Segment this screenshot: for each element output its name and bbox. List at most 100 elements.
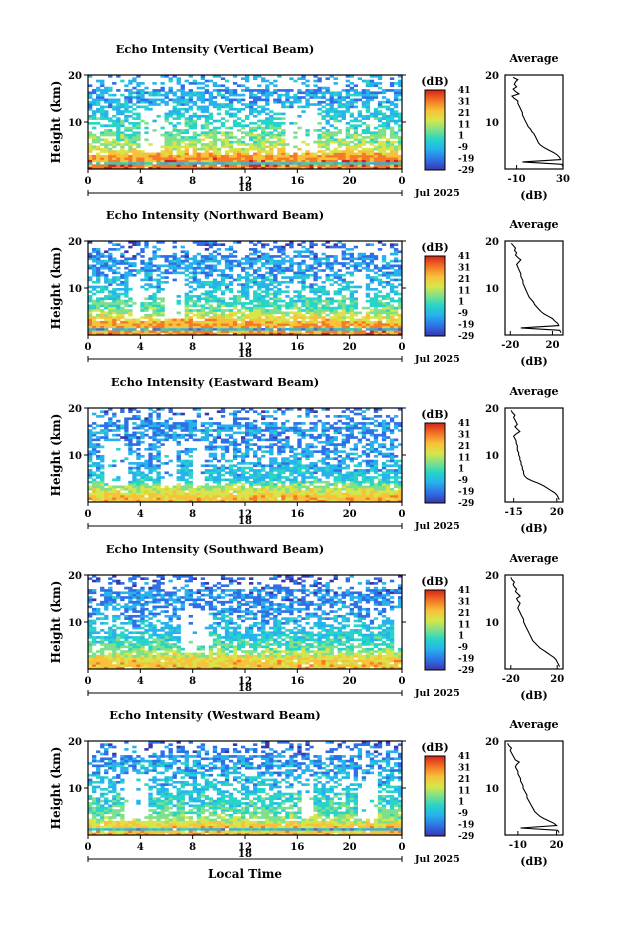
heatmap-cell [208, 295, 214, 298]
heatmap-cell [172, 129, 177, 132]
heatmap-cell [88, 276, 93, 279]
heatmap-cell [176, 143, 181, 146]
heatmap-cell [240, 140, 246, 144]
heatmap-cell [333, 313, 338, 317]
heatmap-cell [365, 79, 371, 83]
heatmap-cell [373, 164, 379, 167]
heatmap-cell [365, 129, 371, 132]
heatmap-cell [373, 327, 379, 331]
heatmap-cell [321, 499, 326, 503]
heatmap-cell [265, 93, 270, 97]
heatmap-cell [156, 457, 161, 460]
heatmap-cell [245, 150, 250, 153]
heatmap-cell [261, 490, 266, 493]
heatmap-cell [136, 126, 141, 130]
heatmap-cell [204, 152, 210, 156]
heatmap-cell [236, 241, 242, 244]
heatmap-cell [176, 311, 181, 315]
heatmap-cell [261, 145, 266, 149]
heatmap-cell [192, 126, 197, 130]
heatmap-cell [249, 316, 254, 319]
heatmap-cell [216, 152, 222, 156]
heatmap-cell [377, 100, 383, 104]
heatmap-cell [269, 133, 274, 137]
heatmap-cell [128, 166, 133, 170]
heatmap-cell [377, 478, 383, 482]
heatmap-cell [381, 122, 387, 125]
heatmap-cell [204, 79, 210, 83]
heatmap-cell [104, 143, 109, 146]
heatmap-cell [397, 93, 403, 97]
heatmap-cell [285, 313, 290, 317]
heatmap-cell [361, 138, 367, 142]
heatmap-cell [92, 91, 97, 95]
heatmap-cell [132, 273, 137, 277]
heatmap-cell [88, 117, 93, 120]
heatmap-cell [144, 483, 149, 486]
heatmap-cell [216, 471, 222, 475]
heatmap-cell [373, 464, 379, 468]
heatmap-cell [104, 91, 109, 95]
heatmap-cell [228, 98, 234, 102]
heatmap-cell [136, 494, 141, 498]
heatmap-cell [112, 292, 117, 296]
heatmap-cell [393, 250, 399, 254]
heatmap-cell [236, 152, 242, 156]
heatmap-cell [249, 157, 254, 160]
heatmap-cell [357, 157, 363, 160]
heatmap-cell [152, 285, 157, 289]
heatmap-cell [132, 117, 137, 120]
heatmap-cell [361, 492, 367, 496]
heatmap-cell [212, 492, 218, 496]
heatmap-cell [200, 100, 206, 104]
heatmap-cell [249, 122, 254, 125]
heatmap-cell [381, 327, 387, 331]
heatmap-cell [208, 122, 214, 125]
heatmap-cell [116, 295, 121, 298]
heatmap-cell [216, 285, 222, 289]
heatmap-cell [297, 243, 302, 246]
heatmap-cell [188, 276, 193, 279]
heatmap-cell [349, 124, 354, 127]
heatmap-cell [277, 131, 282, 135]
heatmap-cell [253, 323, 258, 326]
heatmap-cell [337, 490, 342, 493]
heatmap-cell [349, 478, 354, 482]
heatmap-cell [337, 466, 342, 470]
heatmap-cell [289, 473, 294, 477]
heatmap-cell [389, 313, 395, 317]
heatmap-cell [100, 478, 105, 482]
heatmap-cell [345, 166, 350, 170]
heatmap-cell [373, 84, 379, 88]
heatmap-cell [96, 302, 101, 305]
heatmap-cell [240, 257, 246, 261]
heatmap-cell [357, 269, 363, 272]
heatmap-cell [309, 299, 314, 303]
heatmap-cell [329, 306, 334, 310]
heatmap-cell [216, 112, 222, 116]
heatmap-cell [333, 316, 338, 319]
heatmap-cell [124, 119, 129, 123]
heatmap-cell [144, 306, 149, 310]
heatmap-cell [341, 250, 346, 254]
heatmap-cell [341, 332, 346, 336]
heatmap-cell [353, 457, 359, 460]
heatmap-cell [228, 466, 234, 470]
heatmap-cell [96, 98, 101, 102]
heatmap-cell [236, 154, 242, 158]
heatmap-cell [369, 79, 375, 83]
heatmap-cell [200, 266, 206, 270]
heatmap-cell [253, 464, 258, 468]
heatmap-cell [261, 154, 266, 158]
heatmap-cell [204, 318, 210, 322]
heatmap-cell [253, 93, 258, 97]
heatmap-cell [124, 295, 129, 298]
heatmap-cell [245, 476, 250, 479]
heatmap-cell [212, 138, 218, 142]
heatmap-cell [192, 313, 197, 317]
heatmap-cell [128, 164, 133, 167]
heatmap-cell [224, 478, 230, 482]
heatmap-cell [341, 98, 346, 102]
heatmap-cell [345, 285, 350, 289]
heatmap-cell [188, 473, 193, 477]
